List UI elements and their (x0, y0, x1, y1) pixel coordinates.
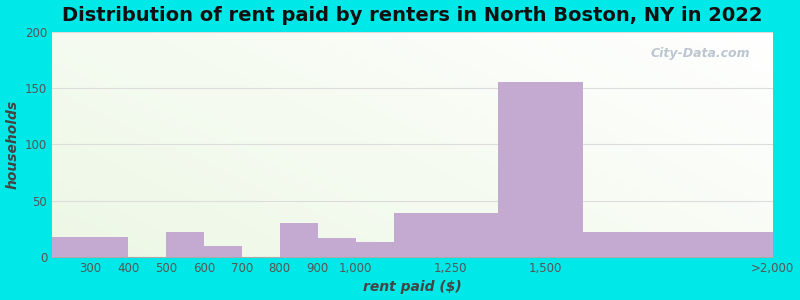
Bar (52, 237, 128, 257)
Bar (394, 213, 498, 257)
Bar (280, 223, 318, 257)
Bar (498, 82, 583, 257)
Bar (583, 232, 773, 257)
Bar (318, 238, 356, 257)
X-axis label: rent paid ($): rent paid ($) (363, 280, 462, 294)
Bar (204, 246, 242, 257)
Text: City-Data.com: City-Data.com (650, 47, 750, 60)
Y-axis label: households: households (6, 100, 19, 189)
Bar (166, 232, 204, 257)
Bar (356, 242, 394, 257)
Title: Distribution of rent paid by renters in North Boston, NY in 2022: Distribution of rent paid by renters in … (62, 6, 762, 25)
